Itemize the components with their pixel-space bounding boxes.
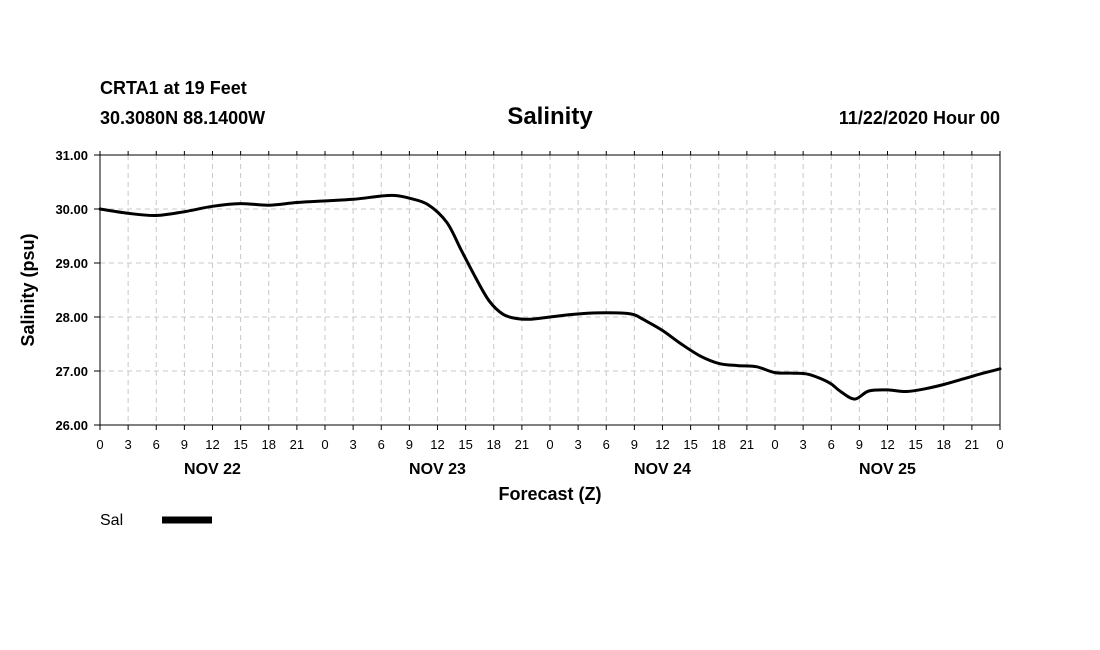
x-tick-label: 0 [96, 437, 103, 452]
x-tick-label: 9 [406, 437, 413, 452]
x-tick-label: 9 [631, 437, 638, 452]
x-tick-label: 21 [290, 437, 304, 452]
x-tick-label: 0 [996, 437, 1003, 452]
series-layer [98, 193, 1002, 401]
x-tick-label: 0 [771, 437, 778, 452]
y-tick-label: 27.00 [55, 364, 88, 379]
day-labels: NOV 22 NOV 23 NOV 24 NOV 25 [184, 461, 916, 478]
x-tick-label: 9 [181, 437, 188, 452]
day-label: NOV 24 [634, 461, 691, 478]
y-axis-title: Salinity (psu) [18, 233, 38, 346]
x-tick-label: 21 [515, 437, 529, 452]
x-tick-label: 3 [800, 437, 807, 452]
day-label: NOV 22 [184, 461, 241, 478]
x-tick-label: 21 [740, 437, 754, 452]
coordinates-label: 30.3080N 88.1400W [100, 108, 265, 128]
x-tick-label: 9 [856, 437, 863, 452]
x-tick-label: 6 [828, 437, 835, 452]
legend: Sal [100, 512, 212, 529]
x-axis-title: Forecast (Z) [498, 484, 601, 504]
y-tick-label: 26.00 [55, 418, 88, 433]
y-axis: 26.00 27.00 28.00 29.00 30.00 31.00 [55, 148, 100, 433]
y-tick-label: 28.00 [55, 310, 88, 325]
x-tick-label: 12 [655, 437, 669, 452]
x-tick-label: 6 [153, 437, 160, 452]
x-tick-label: 18 [937, 437, 951, 452]
x-tick-label: 6 [378, 437, 385, 452]
chart-title: Salinity [507, 103, 593, 130]
x-tick-label: 15 [908, 437, 922, 452]
x-tick-label: 12 [205, 437, 219, 452]
x-tick-label: 6 [603, 437, 610, 452]
x-tick-label: 15 [683, 437, 697, 452]
y-tick-label: 31.00 [55, 148, 88, 163]
series-line-sal [98, 193, 1002, 401]
legend-label-sal: Sal [100, 512, 123, 529]
x-tick-label: 0 [546, 437, 553, 452]
day-label: NOV 25 [859, 461, 916, 478]
x-tick-label: 15 [458, 437, 472, 452]
day-label: NOV 23 [409, 461, 466, 478]
x-tick-label: 18 [712, 437, 726, 452]
x-tick-label: 12 [880, 437, 894, 452]
station-label: CRTA1 at 19 Feet [100, 78, 247, 98]
gridlines [100, 154, 1000, 426]
x-tick-label: 15 [233, 437, 247, 452]
x-tick-label: 3 [125, 437, 132, 452]
x-tick-label: 12 [430, 437, 444, 452]
x-tick-label: 0 [321, 437, 328, 452]
x-tick-label: 3 [575, 437, 582, 452]
forecast-datetime: 11/22/2020 Hour 00 [839, 108, 1000, 128]
x-tick-label: 21 [965, 437, 979, 452]
x-tick-label: 18 [487, 437, 501, 452]
x-tick-label: 18 [262, 437, 276, 452]
y-tick-label: 30.00 [55, 202, 88, 217]
x-axis: 0 3 6 9 12 15 18 21 0 3 6 9 12 15 18 21 0 3 6 9 12 15 18 21 0 3 6 9… [96, 151, 1004, 452]
x-tick-label: 3 [350, 437, 357, 452]
y-tick-label: 29.00 [55, 256, 88, 271]
